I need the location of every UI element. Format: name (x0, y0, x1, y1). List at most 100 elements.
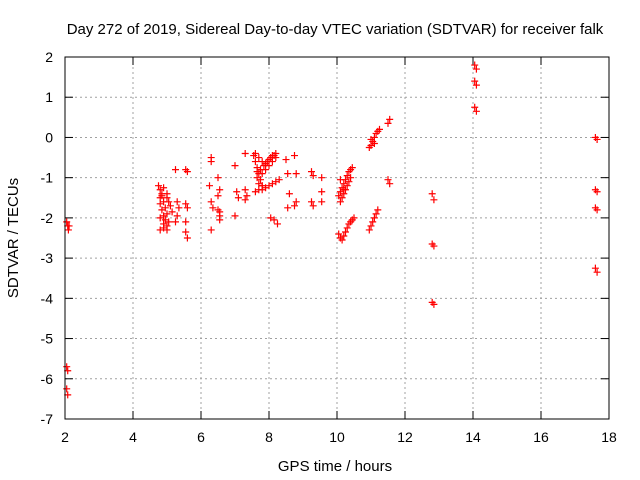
x-tick-labels: 2 4 6 8 10 12 14 16 18 (61, 429, 617, 445)
data-point (272, 154, 280, 162)
data-point (274, 220, 281, 228)
y-tick-labels: -7 -6 -5 -4 -3 -2 -1 0 1 2 (41, 49, 54, 427)
data-point (428, 190, 436, 198)
data-point (182, 200, 190, 208)
data-point (318, 174, 326, 182)
data-point (282, 156, 290, 164)
y-tick-label: -5 (41, 331, 54, 347)
data-point (158, 206, 166, 214)
data-point (175, 204, 183, 212)
data-point (376, 125, 383, 133)
data-point (336, 198, 344, 206)
data-point (183, 234, 191, 242)
data-point (207, 198, 215, 206)
data-point (285, 190, 293, 198)
data-point (338, 194, 346, 202)
data-point (258, 182, 266, 190)
data-point (343, 182, 351, 190)
data-point (270, 216, 278, 224)
data-point (309, 202, 317, 210)
data-point (309, 172, 317, 180)
data-point (335, 230, 343, 238)
data-point (233, 188, 241, 196)
x-tick-label: 8 (265, 429, 273, 445)
data-point (367, 222, 375, 230)
data-point (168, 208, 176, 216)
data-point (291, 202, 298, 210)
data-point (216, 216, 224, 224)
data-point (338, 236, 346, 244)
data-point (342, 228, 349, 236)
data-point (172, 218, 179, 226)
data-point (386, 180, 394, 188)
data-point (318, 188, 326, 196)
data-point (183, 204, 191, 212)
data-point (231, 162, 239, 170)
data-point (593, 268, 601, 276)
data-point (207, 226, 215, 234)
data-point (471, 103, 479, 111)
data-point (65, 222, 73, 230)
x-tick-label: 18 (601, 429, 617, 445)
data-point (243, 192, 251, 200)
data-point (348, 164, 356, 172)
data-point (472, 81, 480, 89)
data-point (369, 218, 377, 226)
data-point (209, 204, 217, 212)
data-point (156, 214, 164, 222)
data-point (253, 174, 261, 182)
data-point (291, 152, 298, 160)
data-point (430, 242, 438, 250)
data-point (206, 182, 213, 190)
data-point (156, 194, 164, 202)
grid-lines (65, 57, 609, 419)
data-point (64, 226, 72, 234)
data-point (161, 216, 169, 224)
y-tick-label: -3 (41, 250, 54, 266)
data-point (318, 198, 326, 206)
y-tick-label: 2 (45, 49, 53, 65)
data-point (241, 150, 249, 158)
data-point (268, 158, 276, 166)
x-tick-label: 16 (533, 429, 549, 445)
data-point (471, 77, 479, 85)
data-point (173, 212, 181, 220)
y-axis-label: SDTVAR / TECUs (5, 178, 22, 298)
data-point (472, 107, 480, 115)
data-point (173, 198, 181, 206)
data-point (166, 202, 174, 210)
data-point (216, 186, 224, 194)
data-points (63, 61, 601, 399)
data-point (284, 204, 292, 212)
data-point (472, 65, 480, 73)
x-tick-label: 12 (397, 429, 413, 445)
data-point (231, 212, 239, 220)
data-point (258, 170, 266, 178)
data-point (292, 170, 300, 178)
y-tick-label: -7 (41, 411, 54, 427)
data-point (156, 200, 164, 208)
data-point (336, 176, 344, 184)
data-point (63, 363, 71, 371)
y-tick-label: -6 (41, 371, 54, 387)
data-point (370, 139, 378, 147)
y-tick-label: 0 (45, 129, 53, 145)
data-point (155, 182, 162, 190)
data-point (234, 194, 242, 202)
data-point (163, 226, 171, 234)
data-point (182, 228, 190, 236)
data-point (214, 192, 222, 200)
data-point (350, 214, 358, 222)
data-point (593, 188, 601, 196)
data-point (430, 196, 438, 204)
data-point (292, 198, 300, 206)
data-point (430, 300, 438, 308)
x-tick-label: 14 (465, 429, 481, 445)
data-point (265, 162, 273, 170)
data-point (182, 218, 190, 226)
data-point (471, 61, 479, 69)
data-point (593, 206, 601, 214)
data-point (241, 196, 249, 204)
data-point (343, 224, 351, 232)
data-point (284, 170, 292, 178)
